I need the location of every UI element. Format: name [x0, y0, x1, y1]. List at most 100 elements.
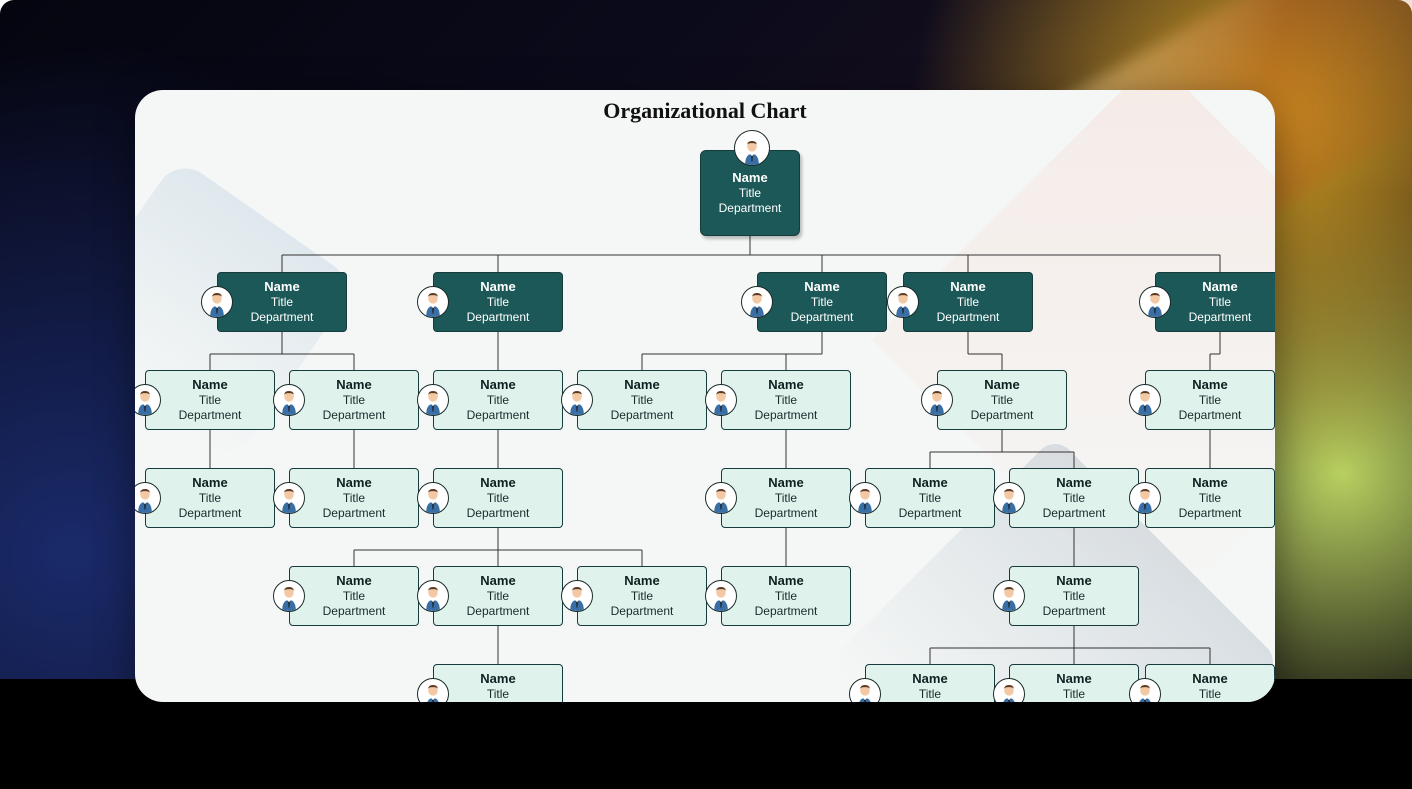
org-node[interactable]: NameTitleDepartment [1145, 468, 1275, 528]
org-node[interactable]: NameTitleDepartment [289, 468, 419, 528]
node-title: Title [775, 393, 797, 408]
node-title: Title [919, 687, 941, 702]
node-dept: Department [467, 310, 530, 325]
node-dept: Department [1179, 408, 1242, 423]
node-title: Title [631, 393, 653, 408]
org-node[interactable]: NameTitleDepartment [433, 468, 563, 528]
org-node[interactable]: NameTitleDepartment [903, 272, 1033, 332]
org-node[interactable]: NameTitleDepartment [145, 468, 275, 528]
node-name: Name [912, 671, 947, 687]
node-dept: Department [899, 506, 962, 521]
org-node[interactable]: NameTitleDepartment [289, 566, 419, 626]
node-title: Title [957, 295, 979, 310]
org-node[interactable]: NameTitleDepartment [145, 370, 275, 430]
node-dept: Department [323, 604, 386, 619]
avatar-icon [1139, 286, 1171, 318]
org-node[interactable]: NameTitleDepartment [577, 370, 707, 430]
node-name: Name [336, 475, 371, 491]
node-title: Title [1063, 589, 1085, 604]
node-dept: Department [611, 604, 674, 619]
org-node[interactable]: NameTitleDepartment [721, 468, 851, 528]
org-node[interactable]: NameTitleDepartment [1009, 468, 1139, 528]
avatar-icon [734, 130, 770, 166]
node-title: Title [1199, 393, 1221, 408]
avatar-icon [417, 678, 449, 702]
node-dept: Department [791, 310, 854, 325]
avatar-icon [201, 286, 233, 318]
node-title: Title [343, 393, 365, 408]
avatar-icon [273, 482, 305, 514]
org-node[interactable]: NameTitleDepartment [1145, 664, 1275, 702]
node-dept: Department [755, 604, 818, 619]
node-name: Name [336, 377, 371, 393]
node-dept: Department [755, 408, 818, 423]
node-title: Title [991, 393, 1013, 408]
node-name: Name [1192, 475, 1227, 491]
node-name: Name [1202, 279, 1237, 295]
node-dept: Department [467, 408, 530, 423]
avatar-icon [417, 286, 449, 318]
avatar-icon [921, 384, 953, 416]
avatar-icon [273, 384, 305, 416]
node-name: Name [480, 279, 515, 295]
node-name: Name [1056, 475, 1091, 491]
node-title: Title [487, 393, 509, 408]
node-name: Name [984, 377, 1019, 393]
avatar-icon [849, 482, 881, 514]
node-name: Name [768, 475, 803, 491]
avatar-icon [561, 580, 593, 612]
org-node[interactable]: NameTitleDepartment [865, 468, 995, 528]
node-title: Title [487, 491, 509, 506]
avatar-icon [993, 678, 1025, 702]
node-title: Title [1199, 687, 1221, 702]
org-node[interactable]: NameTitleDepartment [1009, 566, 1139, 626]
avatar-icon [705, 384, 737, 416]
node-title: Title [775, 589, 797, 604]
avatar-icon [849, 678, 881, 702]
node-name: Name [480, 573, 515, 589]
org-node[interactable]: NameTitleDepartment [289, 370, 419, 430]
org-node[interactable]: NameTitleDepartment [217, 272, 347, 332]
org-node[interactable]: NameTitleDepartment [937, 370, 1067, 430]
avatar-icon [993, 482, 1025, 514]
org-node[interactable]: NameTitleDepartment [433, 370, 563, 430]
avatar-icon [741, 286, 773, 318]
org-chart-canvas: NameTitleDepartment NameTitleDepartment … [135, 90, 1275, 702]
node-name: Name [480, 475, 515, 491]
node-title: Title [739, 186, 761, 201]
avatar-icon [993, 580, 1025, 612]
node-dept: Department [251, 310, 314, 325]
avatar-icon [273, 580, 305, 612]
avatar-icon [705, 580, 737, 612]
node-name: Name [480, 671, 515, 687]
node-dept: Department [1189, 310, 1252, 325]
org-node[interactable]: NameTitleDepartment [721, 566, 851, 626]
node-name: Name [1192, 377, 1227, 393]
node-name: Name [192, 475, 227, 491]
node-name: Name [1056, 573, 1091, 589]
org-node[interactable]: NameTitleDepartment [757, 272, 887, 332]
node-dept: Department [611, 408, 674, 423]
avatar-icon [561, 384, 593, 416]
org-node[interactable]: NameTitleDepartment [865, 664, 995, 702]
org-node[interactable]: NameTitleDepartment [1155, 272, 1275, 332]
node-name: Name [624, 573, 659, 589]
node-dept: Department [1043, 604, 1106, 619]
org-node[interactable]: NameTitleDepartment [721, 370, 851, 430]
avatar-icon [417, 482, 449, 514]
node-title: Title [919, 491, 941, 506]
node-dept: Department [937, 310, 1000, 325]
org-node[interactable]: NameTitleDepartment [1009, 664, 1139, 702]
avatar-icon [887, 286, 919, 318]
node-dept: Department [1179, 506, 1242, 521]
node-title: Title [1063, 687, 1085, 702]
node-title: Title [1063, 491, 1085, 506]
org-node[interactable]: NameTitleDepartment [433, 272, 563, 332]
org-node[interactable]: NameTitleDepartment [433, 566, 563, 626]
node-title: Title [1209, 295, 1231, 310]
node-title: Title [487, 687, 509, 702]
org-node[interactable]: NameTitleDepartment [1145, 370, 1275, 430]
org-node[interactable]: NameTitleDepartment [433, 664, 563, 702]
node-dept: Department [467, 506, 530, 521]
org-node[interactable]: NameTitleDepartment [577, 566, 707, 626]
